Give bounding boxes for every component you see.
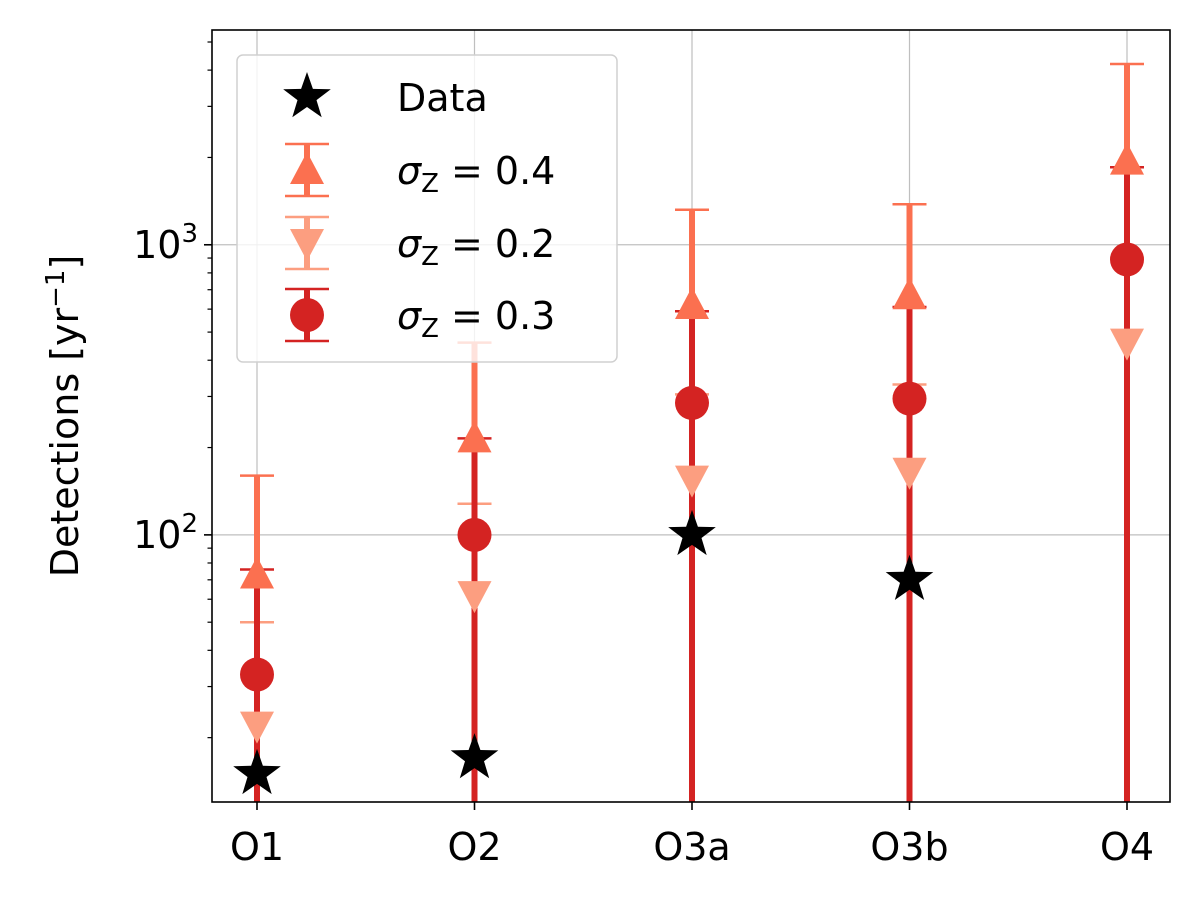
x-tick-label: O1 xyxy=(230,825,284,869)
series-layer xyxy=(233,62,1144,802)
axes: O1 O2 O3a O3b O4 102 103 xyxy=(133,29,1171,869)
legend-marker xyxy=(290,298,324,332)
legend-label: σZ = 0.2 xyxy=(397,222,555,272)
data-point xyxy=(892,277,927,310)
data-point xyxy=(892,381,927,416)
data-point xyxy=(457,581,492,614)
data-point xyxy=(233,748,281,795)
legend-label: Data xyxy=(397,76,488,120)
legend-label: σZ = 0.3 xyxy=(397,294,555,344)
x-tick-label: O3b xyxy=(870,825,948,869)
y-axis-label-sup: −1 xyxy=(41,270,71,308)
x-tick-label: O4 xyxy=(1100,825,1154,869)
data-point xyxy=(1110,142,1144,175)
y-axis-label-close: ] xyxy=(43,255,87,270)
legend-marker xyxy=(290,152,324,184)
y-axis-label-base: Detections [yr xyxy=(43,307,87,577)
plot-frame xyxy=(211,29,1171,803)
legend-box xyxy=(236,54,618,363)
data-point xyxy=(675,465,709,498)
y-axis-label: Detections [yr−1] xyxy=(41,255,87,578)
data-point xyxy=(892,457,927,490)
y-tick-label: 103 xyxy=(133,219,198,267)
data-point xyxy=(675,385,709,420)
data-point xyxy=(1110,242,1144,277)
data-point xyxy=(450,733,499,779)
legend-marker xyxy=(290,229,324,261)
data-point xyxy=(457,420,492,453)
x-tick-label: O3a xyxy=(653,825,730,869)
data-point xyxy=(1110,328,1144,361)
y-tick-label: 102 xyxy=(133,509,198,557)
legend-label: σZ = 0.4 xyxy=(397,149,555,199)
data-point xyxy=(675,287,709,320)
data-point xyxy=(240,657,274,692)
x-tick-label: O2 xyxy=(447,825,501,869)
legend-marker xyxy=(283,72,331,118)
data-point xyxy=(240,711,274,744)
data-point xyxy=(668,509,716,556)
legend: Data σZ = 0.4 σZ = 0.2 σZ = 0.3 xyxy=(236,54,618,363)
data-point xyxy=(885,554,934,600)
data-point xyxy=(457,517,492,552)
data-point xyxy=(240,556,274,589)
